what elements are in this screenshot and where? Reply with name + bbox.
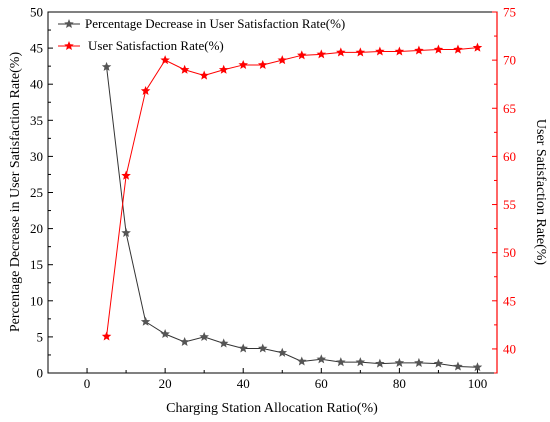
data-point-star <box>257 59 268 69</box>
x-tick-label: 0 <box>84 376 91 391</box>
data-point-star <box>199 331 209 341</box>
data-point-star <box>160 55 170 65</box>
y-left-tick-label: 40 <box>30 77 43 92</box>
legend-label-satisfaction: User Satisfaction Rate(%) <box>88 38 224 53</box>
series-user-satisfaction <box>101 42 483 341</box>
y-right-tick-label: 60 <box>503 149 516 164</box>
y-left-tick-label: 30 <box>30 149 43 164</box>
legend: Percentage Decrease in User Satisfaction… <box>58 16 345 53</box>
y-left-tick-label: 45 <box>30 41 43 56</box>
x-tick-label: 80 <box>393 376 406 391</box>
data-point-star <box>472 362 483 372</box>
data-point-star <box>453 44 463 54</box>
y-left-tick-label: 0 <box>37 366 44 381</box>
plot-frame <box>47 11 498 374</box>
data-point-star <box>336 47 346 57</box>
data-point-star <box>297 50 307 60</box>
y-left-tick-label: 10 <box>30 293 43 308</box>
y-axis-left-title: Percentage Decrease in User Satisfaction… <box>8 52 23 333</box>
data-point-star <box>355 357 366 367</box>
y-right-tick-label: 70 <box>503 53 516 68</box>
x-tick-label: 40 <box>237 376 250 391</box>
y-right-tick-label: 55 <box>503 197 516 212</box>
data-point-star <box>414 45 424 55</box>
y-left-tick-label: 15 <box>30 257 43 272</box>
data-point-star <box>394 357 405 367</box>
x-tick-label: 20 <box>159 376 172 391</box>
x-axis-title: Charging Station Allocation Ratio(%) <box>166 401 378 416</box>
y-left-tick-label: 35 <box>30 113 43 128</box>
data-point-star <box>277 347 288 357</box>
x-tick-label: 100 <box>468 376 488 391</box>
y-left-tick-label: 20 <box>30 221 43 236</box>
data-point-star <box>101 61 112 71</box>
data-point-star <box>218 338 229 348</box>
data-point-star <box>238 343 248 353</box>
y-left-tick-label: 50 <box>30 5 43 20</box>
legend-marker-satisfaction <box>64 41 74 51</box>
data-point-star <box>238 59 248 69</box>
data-point-star <box>140 316 151 326</box>
data-point-star <box>336 357 346 367</box>
data-point-star <box>101 331 112 341</box>
legend-marker-decrease <box>64 19 74 29</box>
data-point-star <box>375 46 385 56</box>
y-right-tick-label: 40 <box>503 341 516 356</box>
data-point-star <box>121 170 131 180</box>
data-point-star <box>316 354 327 364</box>
data-point-star <box>316 49 327 59</box>
data-point-star <box>355 47 366 57</box>
y-right-tick-label: 45 <box>503 293 516 308</box>
x-tick-label: 60 <box>315 376 328 391</box>
data-point-star <box>179 336 190 346</box>
data-point-star <box>179 64 190 74</box>
y-right-tick-label: 75 <box>503 5 516 20</box>
data-point-star <box>394 46 405 56</box>
y-left-tick-label: 5 <box>37 329 44 344</box>
data-point-star <box>277 55 288 65</box>
data-point-star <box>257 343 268 353</box>
y-axis-right-title: User Satisfaction Rate(%) <box>533 119 548 266</box>
series-line <box>106 66 478 368</box>
data-point-star <box>433 358 444 368</box>
series-percentage-decrease <box>101 61 483 372</box>
y-right-tick-label: 65 <box>503 101 516 116</box>
data-point-star <box>160 329 170 339</box>
data-point-star <box>121 227 131 237</box>
series-line <box>106 47 478 337</box>
y-left-tick-label: 25 <box>30 185 43 200</box>
data-point-star <box>375 358 385 368</box>
data-point-star <box>433 44 444 54</box>
data-point-star <box>472 42 483 52</box>
legend-label-decrease: Percentage Decrease in User Satisfaction… <box>85 16 345 31</box>
y-right-tick-label: 50 <box>503 245 516 260</box>
data-point-star <box>453 361 463 371</box>
data-point-star <box>297 356 307 366</box>
data-point-star <box>140 85 151 95</box>
data-point-star <box>414 357 424 367</box>
data-point-star <box>218 64 229 74</box>
data-point-star <box>199 70 209 80</box>
